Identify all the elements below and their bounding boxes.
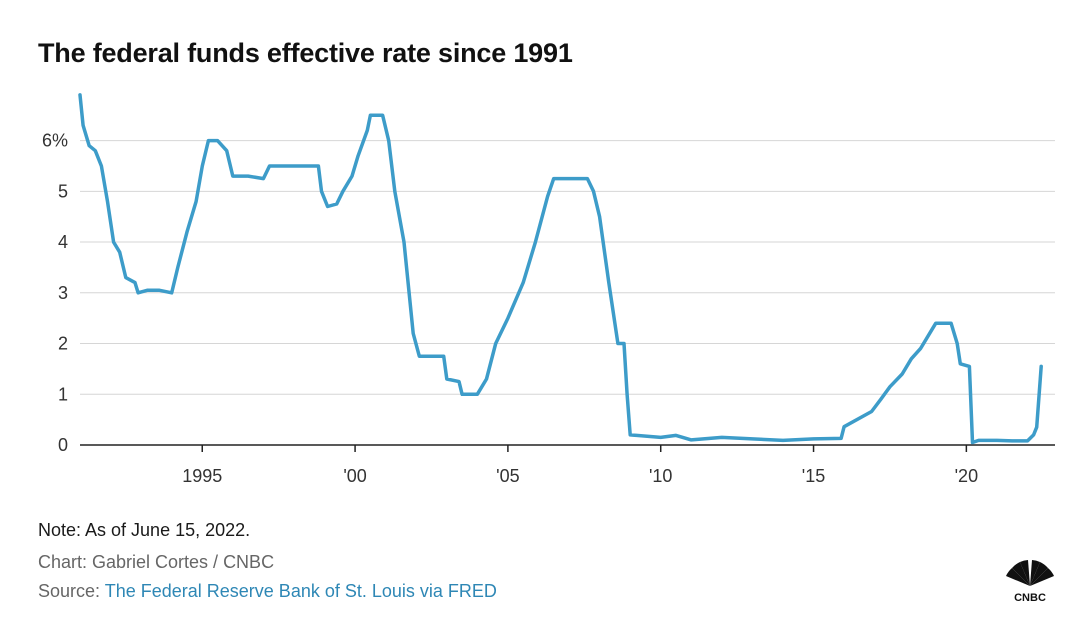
gridlines (80, 140, 1055, 395)
x-tick-label: 1995 (182, 466, 222, 486)
y-tick-label: 6% (42, 131, 68, 151)
x-tick-label: '05 (496, 466, 519, 486)
source-link[interactable]: The Federal Reserve Bank of St. Louis vi… (104, 581, 497, 601)
chart-source: Source: The Federal Reserve Bank of St. … (38, 581, 497, 602)
cnbc-peacock-logo: CNBC (1006, 560, 1054, 604)
y-tick-label: 0 (58, 435, 68, 455)
x-tick-label: '20 (955, 466, 978, 486)
x-tick-label: '15 (802, 466, 825, 486)
chart-title: The federal funds effective rate since 1… (38, 38, 573, 68)
svg-text:CNBC: CNBC (1014, 592, 1046, 604)
y-tick-label: 3 (58, 283, 68, 303)
source-label: Source: (38, 581, 101, 601)
x-axis-ticks: 1995 '00 '05 '10 '15 '20 (182, 445, 978, 486)
y-tick-label: 4 (58, 232, 68, 252)
x-tick-label: '10 (649, 466, 672, 486)
x-tick-label: '00 (343, 466, 366, 486)
y-tick-label: 5 (58, 181, 68, 201)
y-axis-ticks: 0 1 2 3 4 5 6% (42, 131, 68, 455)
series-line-fed-funds-rate (78, 93, 1043, 445)
chart-credit: Chart: Gabriel Cortes / CNBC (38, 552, 275, 572)
y-tick-label: 1 (58, 384, 68, 404)
chart-note: Note: As of June 15, 2022. (38, 520, 251, 540)
y-tick-label: 2 (58, 334, 68, 354)
line-chart: 0 1 2 3 4 5 6% 1995 '00 '05 '10 '15 '20 (42, 93, 1055, 486)
